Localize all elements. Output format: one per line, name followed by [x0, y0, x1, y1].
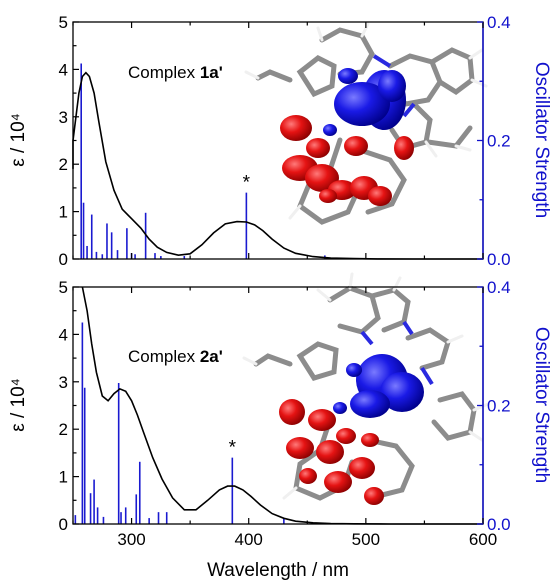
- annotation-bottom: Complex 2a': [128, 347, 223, 366]
- y-tick-label-right: 0.2: [487, 397, 511, 416]
- molecule-illustration-bottom: [242, 272, 490, 505]
- sticks-bottom: [74, 322, 285, 524]
- y-tick-label-right: 0.4: [487, 278, 511, 297]
- y-ticks-right-top: 0.0 0.2 0.4: [477, 13, 511, 269]
- panel-bottom: Complex 2a' * 300 400 500 600 0 1 2 3 4 5 0.0 0.2…: [8, 272, 552, 549]
- y-tick-label-left: 4: [59, 60, 68, 79]
- y-tick-label-left: 5: [59, 278, 68, 297]
- y-tick-label-right: 0.0: [487, 515, 511, 534]
- molecule-illustration-top: [244, 22, 488, 225]
- plot-frame-bottom: [72, 286, 484, 525]
- y-axis-title-bottom: ε / 10⁴: [8, 378, 29, 432]
- x-tick-label: 600: [469, 530, 497, 549]
- absorption-curve-top: [72, 71, 483, 260]
- y-tick-label-left: 0: [59, 515, 68, 534]
- panel-top: Complex 1a' * 0 1 2 3 4 5 0.0 0.2 0.4 ε / 10⁴ O…: [8, 13, 552, 269]
- y-tick-label-left: 0: [59, 250, 68, 269]
- star-marker-bottom: *: [229, 438, 237, 459]
- annotation-top: Complex 1a': [128, 63, 223, 82]
- y-tick-label-right: 0.0: [487, 250, 511, 269]
- y-tick-label-left: 1: [59, 203, 68, 222]
- x-tick-label: 300: [117, 530, 145, 549]
- x-axis-title: Wavelength / nm: [207, 560, 349, 581]
- y-tick-label-left: 2: [59, 420, 68, 439]
- y-tick-label-left: 4: [59, 325, 68, 344]
- sticks-top: [80, 63, 326, 259]
- x-ticks-bottom: 300 400 500 600: [72, 287, 497, 549]
- y-tick-label-left: 3: [59, 373, 68, 392]
- y-tick-label-left: 3: [59, 108, 68, 127]
- y-ticks-left-bottom: 0 1 2 3 4 5: [59, 278, 79, 534]
- y-tick-label-left: 2: [59, 155, 68, 174]
- star-marker-top: *: [243, 173, 251, 194]
- y-ticks-right-bottom: 0.0 0.2 0.4: [477, 278, 511, 534]
- right-axis-title-bottom: Oscillator Strength: [531, 327, 552, 483]
- y-tick-label-left: 1: [59, 468, 68, 487]
- y-axis-title-top: ε / 10⁴: [8, 113, 29, 167]
- y-ticks-left-top: 0 1 2 3 4 5: [59, 13, 79, 269]
- x-tick-label: 400: [235, 530, 263, 549]
- right-axis-title-top: Oscillator Strength: [531, 62, 552, 218]
- x-ticks-top: [72, 22, 484, 259]
- y-tick-label-right: 0.2: [487, 132, 511, 151]
- x-tick-label: 500: [352, 530, 380, 549]
- y-tick-label-right: 0.4: [487, 13, 511, 32]
- y-tick-label-left: 5: [59, 13, 68, 32]
